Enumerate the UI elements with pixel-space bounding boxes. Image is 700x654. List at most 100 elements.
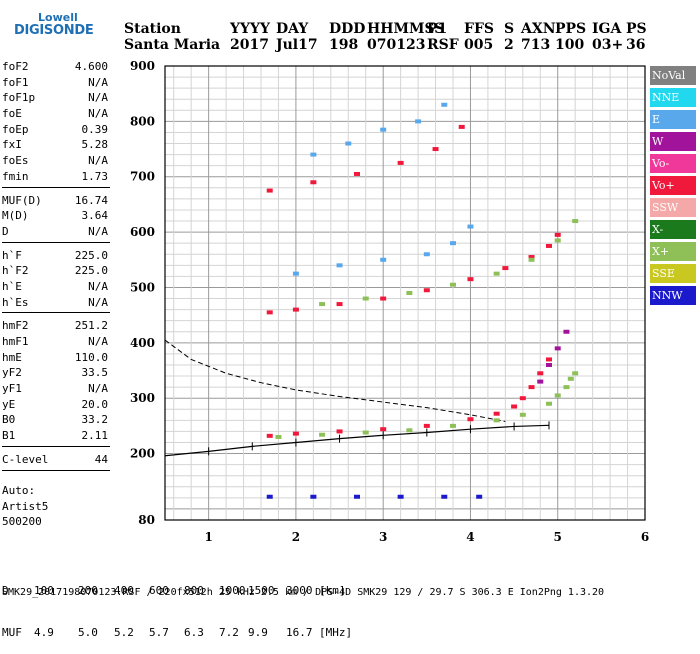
header-row2-cell: 36: [626, 37, 646, 53]
y-tick-label: 600: [130, 225, 155, 239]
parameter-value: 2.11: [81, 429, 109, 443]
parameter-row: h`F2 225.0: [2, 263, 108, 279]
muf-cell: 5.7: [149, 626, 169, 639]
header-row2-cell: 005: [464, 37, 494, 53]
parameter-divider: [2, 186, 110, 191]
header-row2-cell: Santa Maria: [124, 37, 221, 53]
echo-point: [292, 431, 299, 436]
parameter-name: B1: [2, 429, 16, 443]
muf-frequency-row: MUF 4.9 5.0 5.2 5.7 6.3 7.2 9.9 16.7 [MHz]: [2, 626, 352, 640]
plot-frame: [164, 65, 646, 521]
y-tick-label: 300: [130, 391, 155, 405]
header-row1-cell: YYYY: [230, 21, 270, 37]
parameter-name: fmin: [2, 169, 29, 183]
parameter-value: N/A: [88, 295, 108, 309]
ionogram-chart: 80 200 300 400 500 600 700 800 900 1 2 3 4 5 6: [130, 59, 649, 544]
muf-cell: [MHz]: [319, 626, 353, 639]
header-row1-cell: P1: [427, 21, 448, 37]
echo-point: [266, 310, 273, 315]
echo-point: [554, 393, 561, 398]
legend-item-nnw: NNW: [650, 286, 696, 305]
echo-point: [310, 152, 317, 157]
header-row1-cell: FFS: [464, 21, 494, 37]
echo-point: [546, 362, 552, 367]
series-x-3: [319, 219, 579, 307]
echo-point: [467, 224, 474, 229]
x-tick-label: 6: [641, 530, 649, 544]
x-tick-label: 2: [292, 530, 300, 544]
echo-point: [467, 277, 474, 282]
header-row1-cell: PPS: [555, 21, 587, 37]
virtual-height-dashed-curve: [164, 339, 506, 422]
header-row2-cell: 070123: [367, 37, 426, 53]
echo-point: [572, 219, 579, 224]
echo-point: [563, 385, 570, 390]
parameter-divider: [2, 445, 110, 450]
echo-point: [519, 412, 526, 417]
muf-cell: 6.3: [184, 626, 204, 639]
parameter-name: B0: [2, 413, 16, 427]
muf-cell: 800: [184, 584, 204, 597]
parameter-row: foEp 0.39: [2, 122, 108, 138]
legend-item-vo: Vo-: [650, 154, 696, 173]
echo-point: [493, 271, 500, 276]
echo-point: [380, 127, 387, 132]
echo-point: [546, 401, 552, 406]
parameter-row: yF2 33.5: [2, 365, 108, 381]
legend-item-w: W: [650, 132, 696, 151]
header-row1-cell: DDD: [329, 21, 366, 37]
series-vo-4: [266, 124, 465, 193]
muf-table: D 100 200 400 600 800 1000 1500 3000 [km] MUF 4.9 5…: [2, 556, 352, 654]
echo-point: [319, 432, 326, 437]
series-nnw-7: [266, 494, 483, 499]
parameter-name: foE: [2, 107, 22, 121]
parameter-divider: [2, 469, 110, 474]
y-tick-label: 200: [130, 447, 155, 461]
parameter-row: MUF(D) 16.74: [2, 193, 108, 209]
echo-point: [572, 371, 579, 376]
echo-point: [493, 411, 500, 416]
echo-point: [310, 180, 317, 185]
parameter-name: C-level: [2, 452, 49, 466]
auto-info: Auto: Artist5 500200: [2, 483, 48, 530]
echo-point: [292, 307, 299, 312]
header-row2-cell: Jul17: [276, 37, 318, 53]
auto-code: 500200: [2, 515, 42, 528]
header-row2-cell: RSF: [427, 37, 459, 53]
echo-point: [537, 371, 544, 376]
parameter-row: foEs N/A: [2, 153, 108, 169]
muf-cell: 7.2: [219, 626, 239, 639]
echo-point: [380, 296, 387, 301]
legend-item-noval: NoVal: [650, 66, 696, 85]
echo-point: [519, 396, 526, 401]
parameter-value: N/A: [88, 224, 108, 238]
echo-point: [354, 171, 360, 176]
parameter-row: h`F 225.0: [2, 248, 108, 264]
parameter-name: MUF(D): [2, 193, 42, 207]
echo-point: [266, 188, 273, 193]
header-row1-cell: IGA: [592, 21, 622, 37]
echo-point: [397, 494, 404, 499]
parameter-name: h`E: [2, 279, 22, 293]
echo-point: [546, 357, 552, 362]
parameter-name: yF1: [2, 382, 22, 396]
echo-point: [406, 428, 413, 433]
parameter-name: yF2: [2, 366, 22, 380]
parameter-value: N/A: [88, 107, 108, 121]
parameter-row: yE 20.0: [2, 397, 108, 413]
parameter-value: N/A: [88, 75, 108, 89]
echo-point: [528, 385, 535, 390]
echo-point: [266, 494, 273, 499]
echo-point: [336, 302, 343, 307]
parameter-value: N/A: [88, 154, 108, 168]
parameter-value: 1.73: [81, 169, 109, 183]
parameter-list: foF2 4.600 foF1 N/A foF1p N/A foE N/A foEp 0.39 fx…: [2, 59, 110, 476]
x-tick-label: 1: [204, 530, 212, 544]
echo-point: [554, 346, 561, 351]
header-row1-cell: Station: [124, 21, 181, 37]
parameter-value: N/A: [88, 335, 108, 348]
parameter-divider: [2, 241, 110, 246]
y-tick-label: 800: [130, 114, 155, 128]
echo-point: [362, 430, 369, 435]
parameter-row: fxI 5.28: [2, 137, 108, 153]
